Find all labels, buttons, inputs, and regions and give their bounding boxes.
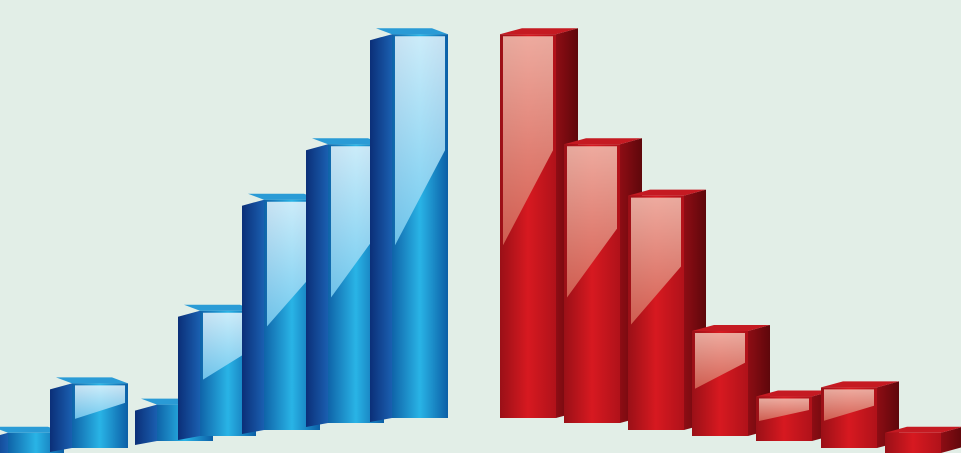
blue-bar-top <box>376 28 448 35</box>
red-bar-gloss <box>695 332 745 389</box>
red-bar-gloss <box>759 398 809 422</box>
blue-bar-2 <box>50 377 128 452</box>
blue-bar-gloss <box>267 201 317 327</box>
blue-bar-side <box>50 383 72 452</box>
red-bar-top <box>500 28 578 35</box>
red-bar-top <box>692 324 770 331</box>
blue-bar-side <box>370 34 392 422</box>
blue-bar-gloss <box>331 146 381 298</box>
red-bar-front <box>885 432 941 453</box>
blue-bar-side <box>306 144 328 428</box>
red-bar-top <box>756 390 834 397</box>
blue-bar-top <box>184 304 256 311</box>
red-bar-top <box>885 426 961 433</box>
blue-bar-side <box>178 310 200 440</box>
red-bar-gloss <box>503 36 553 246</box>
blue-bar-side <box>0 432 8 453</box>
blue-bar-7 <box>370 28 448 422</box>
blue-bar-top <box>0 426 64 433</box>
red-bar-gloss <box>824 389 874 421</box>
red-bar-side <box>941 427 961 453</box>
red-bar-top <box>628 189 706 196</box>
red-bar-4 <box>692 324 770 436</box>
red-bar-gloss <box>567 146 617 298</box>
blue-bar-top <box>248 193 320 200</box>
blue-bar-top <box>312 138 384 145</box>
red-bar-gloss <box>631 197 681 325</box>
blue-bar-top <box>56 377 128 384</box>
blue-bar-side <box>135 404 157 445</box>
red-bar-7 <box>885 426 961 453</box>
bars-layer <box>0 28 961 453</box>
blue-bar-gloss <box>203 312 253 380</box>
red-bar-top <box>821 381 899 388</box>
red-bar-top <box>564 138 642 145</box>
blue-bar-side <box>242 199 264 434</box>
blue-bar-gloss <box>75 385 125 419</box>
blue-bar-gloss <box>395 36 445 246</box>
